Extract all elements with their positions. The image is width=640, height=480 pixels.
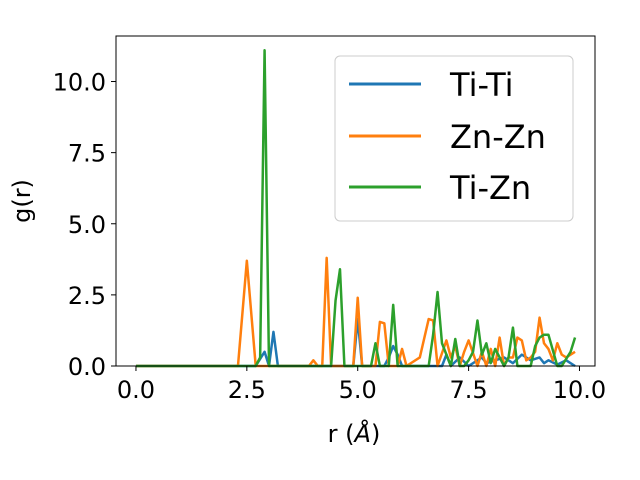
legend-label-ti-ti: Ti-Ti xyxy=(449,66,514,104)
x-tick-label: 5.0 xyxy=(339,376,377,404)
y-axis-label: g(r) xyxy=(8,179,36,223)
legend-label-zn-zn: Zn-Zn xyxy=(450,118,546,156)
x-tick-label: 7.5 xyxy=(450,376,488,404)
legend-label-ti-zn: Ti-Zn xyxy=(449,169,531,207)
x-tick-label: 0.0 xyxy=(117,376,155,404)
y-tick-label: 2.5 xyxy=(68,282,106,310)
y-tick-label: 0.0 xyxy=(68,353,106,381)
x-axis-label: r (Å) xyxy=(328,419,381,448)
x-tick-label: 10.0 xyxy=(553,376,606,404)
legend-box xyxy=(334,55,574,222)
legend: Ti-Ti Zn-Zn Ti-Zn xyxy=(334,55,574,222)
y-tick-label: 5.0 xyxy=(68,211,106,239)
series-line-ti-zn xyxy=(135,48,577,368)
ticks-layer: 0.0 2.5 5.0 7.5 10.0 0.0 2.5 5.0 7.5 10.0 xyxy=(53,69,607,404)
x-tick-label: 2.5 xyxy=(228,376,266,404)
y-tick-label: 10.0 xyxy=(53,69,106,97)
plot-frame xyxy=(115,35,596,367)
y-tick-label: 7.5 xyxy=(68,140,106,168)
